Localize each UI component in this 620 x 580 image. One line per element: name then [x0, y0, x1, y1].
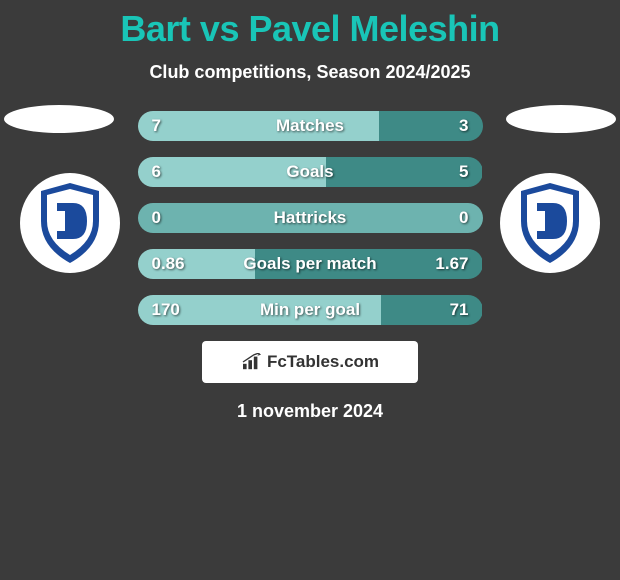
stat-left-value: 170: [152, 300, 180, 320]
stat-left-value: 0: [152, 208, 161, 228]
stat-right-value: 71: [450, 300, 469, 320]
stat-row: 0.86 Goals per match 1.67: [138, 249, 483, 279]
watermark-text: FcTables.com: [267, 352, 379, 372]
watermark: FcTables.com: [202, 341, 418, 383]
stat-right-value: 0: [459, 208, 468, 228]
stat-row: 7 Matches 3: [138, 111, 483, 141]
stat-right-value: 3: [459, 116, 468, 136]
dynamo-shield-icon: [35, 181, 105, 265]
chart-icon: [241, 353, 263, 371]
stat-right-value: 5: [459, 162, 468, 182]
comparison-area: 7 Matches 3 6 Goals 5 0 Hattricks 0 0.86 Goals per…: [0, 111, 620, 422]
date-text: 1 november 2024: [0, 401, 620, 422]
club-badge-right: [500, 173, 600, 273]
page-title: Bart vs Pavel Meleshin: [0, 0, 620, 50]
stat-left-value: 6: [152, 162, 161, 182]
stat-bars-container: 7 Matches 3 6 Goals 5 0 Hattricks 0 0.86 Goals per…: [138, 111, 483, 325]
player-right-placeholder: [506, 105, 616, 133]
club-badge-left: [20, 173, 120, 273]
stat-right-value: 1.67: [435, 254, 468, 274]
stat-label: Matches: [276, 116, 344, 136]
stat-label: Hattricks: [274, 208, 347, 228]
stat-label: Goals per match: [243, 254, 376, 274]
stat-row: 0 Hattricks 0: [138, 203, 483, 233]
player-left-placeholder: [4, 105, 114, 133]
stat-left-value: 7: [152, 116, 161, 136]
stat-label: Goals: [286, 162, 333, 182]
subtitle: Club competitions, Season 2024/2025: [0, 62, 620, 83]
dynamo-shield-icon: [515, 181, 585, 265]
stat-label: Min per goal: [260, 300, 360, 320]
stat-row: 6 Goals 5: [138, 157, 483, 187]
stat-left-value: 0.86: [152, 254, 185, 274]
stat-row: 170 Min per goal 71: [138, 295, 483, 325]
